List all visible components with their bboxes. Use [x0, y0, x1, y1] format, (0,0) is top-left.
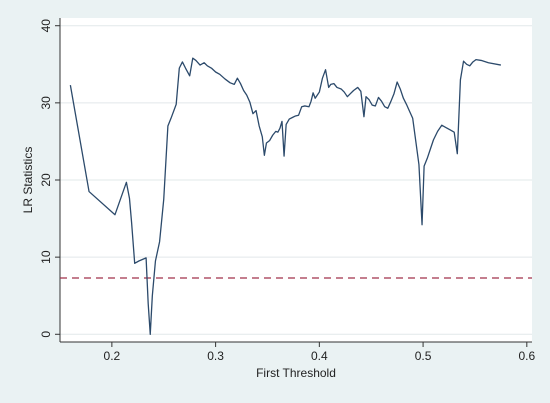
x-axis-title: First Threshold [256, 366, 336, 380]
series-line [69, 57, 501, 335]
y-tick-label: 30 [39, 96, 53, 110]
x-tick-label: 0.3 [207, 349, 224, 363]
gridlines [60, 25, 532, 335]
x-tick-label: 0.6 [518, 349, 535, 363]
x-tick-label: 0.2 [104, 349, 121, 363]
axis-ticks: 0 10 20 30 40 0.2 0.3 0.4 0.5 0.6 [39, 19, 535, 363]
y-tick-label: 0 [39, 331, 53, 338]
y-axis-title: LR Statistics [21, 147, 35, 214]
series-layer [69, 57, 501, 335]
x-tick-label: 0.4 [311, 349, 328, 363]
y-tick-label: 40 [39, 19, 53, 33]
y-tick-label: 20 [39, 173, 53, 187]
x-tick-label: 0.5 [415, 349, 432, 363]
y-tick-label: 10 [39, 250, 53, 264]
